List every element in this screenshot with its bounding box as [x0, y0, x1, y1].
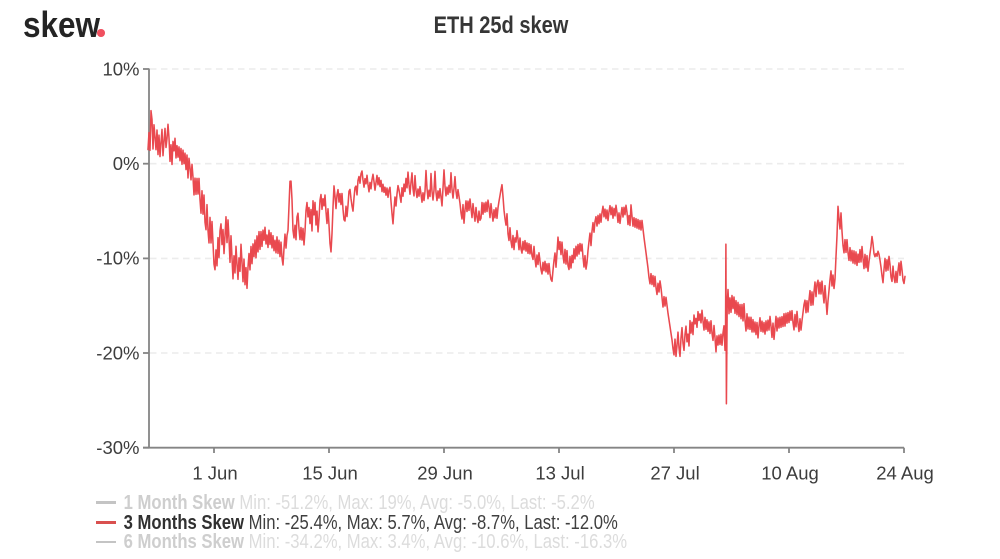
svg-text:24 Aug: 24 Aug [876, 463, 934, 484]
svg-text:0%: 0% [113, 153, 140, 174]
svg-text:27 Jul: 27 Jul [650, 463, 699, 484]
svg-text:-20%: -20% [96, 342, 139, 363]
svg-text:-30%: -30% [96, 437, 139, 458]
svg-text:-10%: -10% [96, 248, 139, 269]
svg-text:10 Aug: 10 Aug [761, 463, 819, 484]
svg-text:29 Jun: 29 Jun [417, 463, 473, 484]
svg-text:10%: 10% [102, 58, 139, 79]
svg-text:1 Jun: 1 Jun [192, 463, 237, 484]
svg-text:13 Jul: 13 Jul [535, 463, 584, 484]
svg-text:15 Jun: 15 Jun [302, 463, 358, 484]
